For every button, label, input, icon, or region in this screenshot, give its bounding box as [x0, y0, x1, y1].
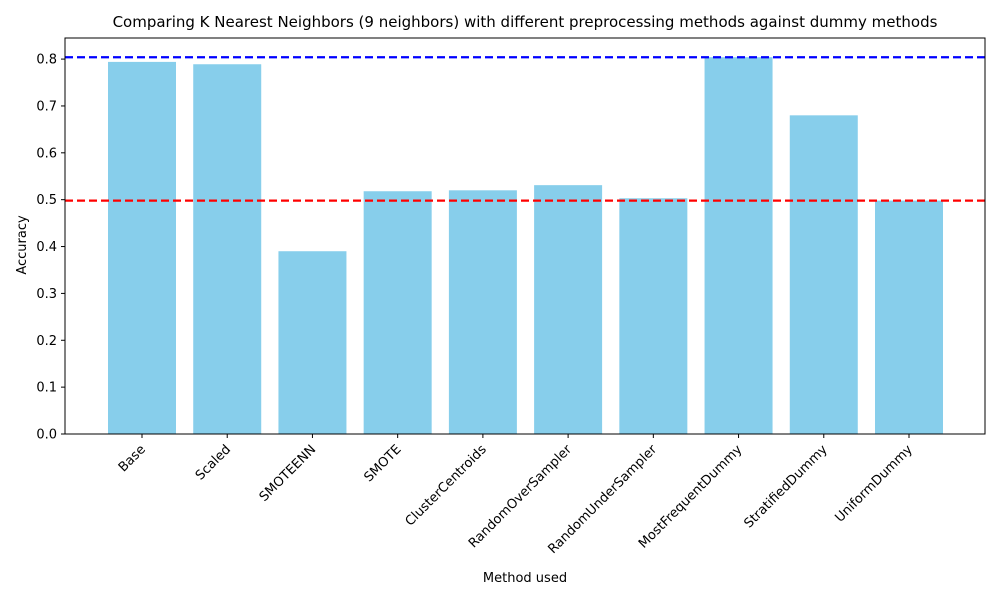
bar-clustercentroids: [448, 190, 517, 434]
x-tick-label: Base: [116, 442, 149, 475]
x-axis-label: Method used: [483, 571, 567, 586]
y-tick-label: 0.3: [36, 287, 57, 302]
plot-frame: [64, 37, 986, 435]
y-axis-label: Accuracy: [15, 215, 30, 275]
y-tick-label: 0.5: [36, 193, 57, 208]
bar-randomoversampler: [534, 185, 603, 434]
x-ticks-layer: Base Scaled SMOTEENN SMOTEClusterCentroidsR…: [116, 434, 916, 557]
x-tick-label: SMOTE: [361, 442, 404, 485]
y-tick-label: 0.8: [36, 53, 57, 68]
x-tick-label: UniformDummy: [832, 442, 916, 526]
bar-smoteenn: [278, 251, 347, 434]
x-tick-label: ClusterCentroids: [403, 442, 490, 529]
x-tick-label: Scaled: [193, 442, 234, 483]
y-tick-label: 0.7: [36, 99, 57, 114]
bar-randomundersampler: [619, 198, 688, 434]
reference-lines-layer: [65, 56, 985, 202]
y-tick-label: 0.1: [36, 381, 57, 396]
y-tick-label: 0.2: [36, 334, 57, 349]
axes-layer: [64, 37, 986, 435]
bar-uniformdummy: [875, 200, 943, 434]
bar-smote: [363, 191, 432, 434]
bar-base: [108, 61, 176, 434]
x-tick-label: StratifiedDummy: [741, 442, 830, 531]
bars-layer: [108, 57, 943, 435]
y-tick-label: 0.6: [36, 146, 57, 161]
bar-mostfrequentdummy: [704, 57, 773, 434]
bar-stratifieddummy: [789, 115, 858, 435]
y-ticks-layer: 0.0 0.1 0.2 0.3 0.4 0.5 0.6 0.7 0.8: [36, 53, 65, 443]
x-tick-label: SMOTEENN: [257, 442, 320, 505]
y-tick-label: 0.0: [36, 428, 57, 443]
chart-title: Comparing K Nearest Neighbors (9 neighbo…: [113, 13, 938, 31]
y-tick-label: 0.4: [36, 240, 57, 255]
bar-scaled: [193, 64, 262, 435]
